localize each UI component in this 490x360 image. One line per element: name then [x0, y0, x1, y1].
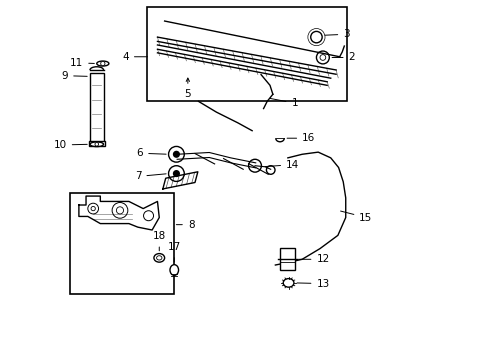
Text: 15: 15	[341, 211, 372, 222]
Text: 1: 1	[270, 98, 298, 108]
Text: 14: 14	[265, 159, 299, 170]
Ellipse shape	[97, 61, 109, 66]
Text: 18: 18	[153, 231, 166, 251]
Text: 4: 4	[122, 52, 147, 62]
Text: 2: 2	[332, 53, 355, 63]
Circle shape	[100, 62, 105, 66]
Text: 17: 17	[168, 242, 181, 262]
Ellipse shape	[283, 279, 294, 287]
Circle shape	[95, 143, 98, 146]
Bar	[280, 248, 295, 270]
Text: 16: 16	[287, 133, 316, 143]
Text: 13: 13	[297, 279, 330, 289]
Bar	[70, 193, 173, 294]
Text: 8: 8	[176, 220, 195, 230]
Circle shape	[173, 170, 180, 177]
Ellipse shape	[90, 142, 103, 147]
Text: 7: 7	[135, 171, 166, 181]
Bar	[90, 73, 103, 143]
Text: 9: 9	[62, 71, 87, 81]
Ellipse shape	[154, 253, 165, 262]
Ellipse shape	[157, 256, 162, 260]
Ellipse shape	[170, 265, 178, 275]
Bar	[89, 141, 104, 146]
Text: 11: 11	[70, 58, 95, 68]
Text: 10: 10	[53, 140, 87, 150]
Text: 12: 12	[298, 254, 330, 264]
Bar	[147, 7, 347, 102]
Circle shape	[173, 151, 180, 158]
Text: 3: 3	[325, 29, 350, 39]
Text: 6: 6	[137, 148, 166, 158]
Text: 5: 5	[185, 78, 191, 99]
Polygon shape	[163, 172, 198, 189]
